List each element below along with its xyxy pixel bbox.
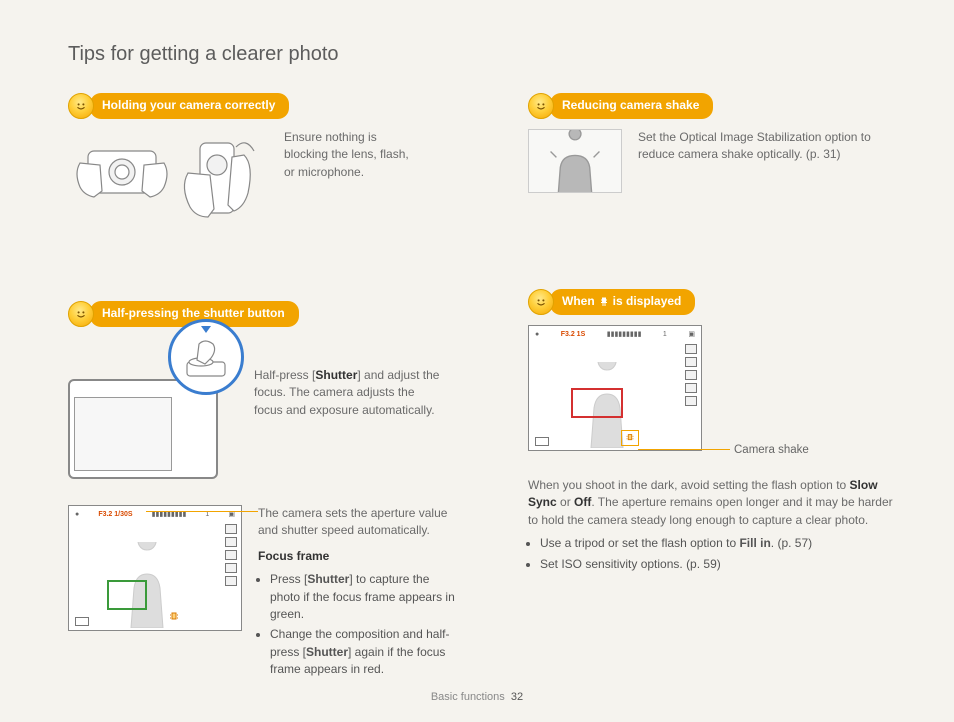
- t: Use a tripod or set the flash option to: [540, 536, 739, 550]
- heading-row: Holding your camera correctly: [68, 93, 458, 119]
- section-reduce-shake: Reducing camera shake Set the Optical Im…: [528, 93, 898, 193]
- shake-illustration: [528, 129, 622, 193]
- callout-camera-shake: Camera shake: [734, 442, 809, 459]
- t: is displayed: [613, 293, 682, 310]
- smiley-icon: [68, 93, 94, 119]
- t: Off: [574, 495, 591, 509]
- t: Shutter: [315, 368, 357, 382]
- focus-frame-bullets: Press [Shutter] to capture the photo if …: [258, 571, 458, 678]
- bullet: Set ISO sensitivity options. (p. 59): [540, 556, 898, 573]
- t: . (p. 57): [771, 536, 812, 550]
- focus-frame-green: [107, 580, 147, 610]
- count: 1: [663, 330, 667, 340]
- left-column: Holding your camera correctly: [68, 93, 458, 712]
- dark-para: When you shoot in the dark, avoid settin…: [528, 477, 898, 529]
- columns: Holding your camera correctly: [68, 93, 896, 712]
- t: Press [: [270, 572, 307, 586]
- heading-row: When is displayed: [528, 289, 898, 315]
- arrow-down-icon: [201, 326, 211, 333]
- hand-shake-icon-boxed: [621, 430, 639, 446]
- t: Shutter: [307, 572, 349, 586]
- right-column: Reducing camera shake Set the Optical Im…: [528, 93, 898, 712]
- half-press-body: Half-press [Shutter] and adjust the focu…: [254, 367, 444, 419]
- holding-body: Ensure nothing is blocking the lens, fla…: [284, 129, 414, 181]
- smiley-icon: [68, 301, 94, 327]
- smiley-icon: [528, 93, 554, 119]
- lcd-panel-green: ● F3.2 1/30S ▮▮▮▮▮▮▮▮▮ 1 ▣: [68, 505, 242, 631]
- t: or: [557, 495, 574, 509]
- section-when-hand: When is displayed ● F3.2 1S ▮▮▮▮▮▮▮▮▮ 1 …: [528, 289, 898, 573]
- heading-pill: Holding your camera correctly: [90, 93, 289, 118]
- bullet: Press [Shutter] to capture the photo if …: [270, 571, 458, 623]
- page-title: Tips for getting a clearer photo: [68, 40, 896, 69]
- f-value: F3.2 1/30S: [98, 510, 132, 520]
- hand-shake-icon: [598, 296, 610, 308]
- heading-row: Reducing camera shake: [528, 93, 898, 119]
- content-row: Set the Optical Image Stabilization opti…: [528, 129, 898, 193]
- section-half-press: Half-pressing the shutter button: [68, 301, 458, 682]
- t: Half-press [: [254, 368, 315, 382]
- heading-pill: Reducing camera shake: [550, 93, 713, 118]
- reduce-shake-body: Set the Optical Image Stabilization opti…: [638, 129, 898, 164]
- hand-shake-icon: [167, 610, 181, 624]
- heading-row: Half-pressing the shutter button: [68, 301, 458, 327]
- smiley-icon: [528, 289, 554, 315]
- camera-back-illustration: [68, 337, 238, 487]
- t: Fill in: [739, 536, 770, 550]
- lcd-panel-red: ● F3.2 1S ▮▮▮▮▮▮▮▮▮ 1 ▣: [528, 325, 702, 451]
- holding-illustration: [68, 129, 268, 257]
- footer: Basic functions 32: [0, 690, 954, 706]
- bullet: Use a tripod or set the flash option to …: [540, 535, 898, 552]
- heading-pill: When is displayed: [550, 289, 695, 314]
- content-row-2: ● F3.2 1/30S ▮▮▮▮▮▮▮▮▮ 1 ▣: [68, 491, 458, 682]
- right-block: The camera sets the aperture value and s…: [258, 491, 458, 682]
- dark-bullets: Use a tripod or set the flash option to …: [528, 535, 898, 573]
- content-row-1: Half-press [Shutter] and adjust the focu…: [68, 337, 458, 487]
- f-value: F3.2 1S: [561, 330, 586, 340]
- focus-frame-red: [571, 388, 623, 418]
- t: When: [562, 293, 595, 310]
- footer-label: Basic functions: [431, 691, 505, 703]
- t: Shutter: [306, 645, 348, 659]
- content-row: Ensure nothing is blocking the lens, fla…: [68, 129, 458, 257]
- focus-frame-heading: Focus frame: [258, 548, 458, 565]
- bullet: Change the composition and half-press [S…: [270, 626, 458, 678]
- section-holding-camera: Holding your camera correctly: [68, 93, 458, 257]
- caption-aperture: The camera sets the aperture value and s…: [258, 505, 458, 540]
- page: Tips for getting a clearer photo Holding…: [0, 0, 954, 722]
- callout-line: [638, 449, 730, 450]
- lcd-wrap: ● F3.2 1S ▮▮▮▮▮▮▮▮▮ 1 ▣: [528, 325, 898, 451]
- t: When you shoot in the dark, avoid settin…: [528, 478, 850, 492]
- callout-line: [146, 511, 258, 512]
- page-number: 32: [511, 691, 523, 703]
